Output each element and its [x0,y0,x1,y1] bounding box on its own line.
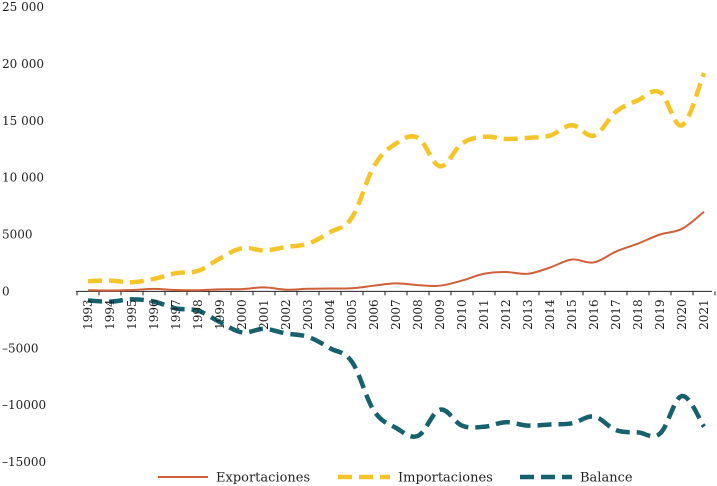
x-tick-label: 2012 [499,299,513,330]
x-tick-label: 1995 [125,299,139,330]
series-line-balance [87,297,706,439]
x-tick-label: 2017 [609,299,623,330]
y-tick-label: 5000 [2,228,33,242]
y-tick-label: 15 000 [2,114,44,128]
x-tick-label: 1997 [169,299,183,330]
x-axis-tick-labels: 1993 1994 1995 1996 1997 1998 1999 2000 2001 2002… [81,299,711,330]
series-line-importaciones [87,72,707,285]
x-tick-label: 1994 [103,299,117,330]
x-tick-label: 2010 [455,299,469,330]
y-tick-label: –5000 [2,341,39,355]
x-tick-label: 2013 [521,299,535,330]
y-tick-label: 10 000 [2,171,44,185]
legend-label-importaciones: Importaciones [398,471,493,486]
x-tick-label: 2003 [301,299,315,330]
x-tick-label: 2015 [565,299,579,330]
y-tick-label: 20 000 [2,57,44,71]
x-tick-label: 1993 [81,299,95,330]
series-line-exportaciones [87,210,705,292]
x-axis-tick-marks [76,291,716,296]
x-tick-label: 2006 [367,299,381,330]
x-tick-label: 2000 [235,299,249,330]
legend: Exportaciones Importaciones Balance [158,471,633,486]
series-lines [87,72,707,439]
x-tick-label: 2001 [257,299,271,330]
x-tick-label: 2019 [653,299,667,330]
legend-label-exportaciones: Exportaciones [216,471,310,486]
y-tick-label: –10000 [2,398,46,412]
x-tick-label: 1999 [213,299,227,330]
x-tick-label: 2008 [411,299,425,330]
x-tick-label: 2020 [675,299,689,330]
x-tick-label: 2011 [477,299,491,330]
y-tick-label: –15000 [2,455,46,469]
x-tick-label: 2007 [389,299,403,330]
x-tick-label: 2005 [345,299,359,330]
x-tick-label: 2021 [697,299,711,330]
x-tick-label: 2009 [433,299,447,330]
x-tick-label: 1996 [147,299,161,330]
x-tick-label: 2018 [631,299,645,330]
legend-label-balance: Balance [580,471,633,486]
x-tick-label: 2004 [323,299,337,330]
y-tick-label: 0 [2,284,10,298]
x-tick-label: 2016 [587,299,601,330]
x-tick-label: 1998 [191,299,205,330]
x-tick-label: 2014 [543,299,557,330]
y-tick-label: 25 000 [2,0,44,14]
x-tick-label: 2002 [279,299,293,330]
